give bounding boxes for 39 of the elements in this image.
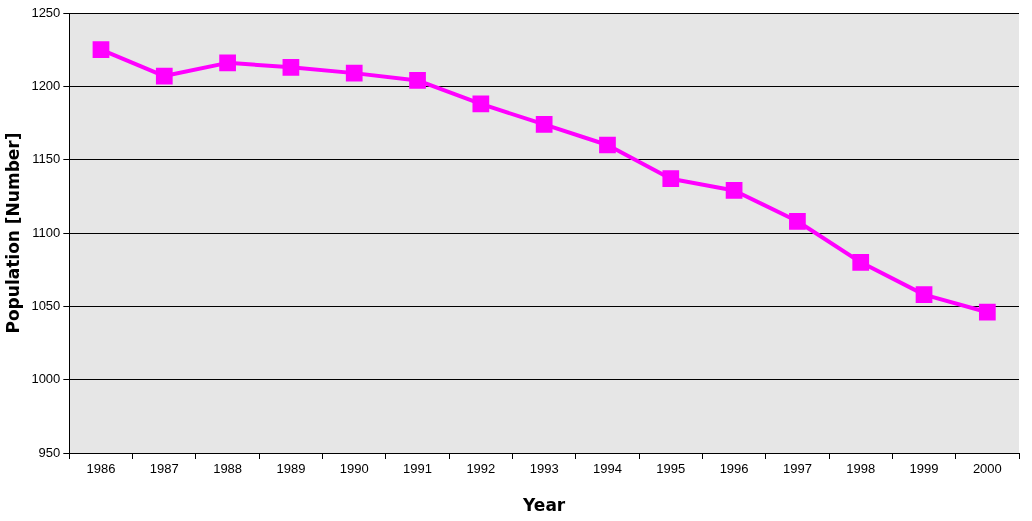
y-tick-label: 1000 xyxy=(31,371,61,387)
x-tick-label: 1991 xyxy=(403,461,432,477)
point xyxy=(725,182,743,199)
point xyxy=(915,286,933,303)
x-tick-label: 1998 xyxy=(846,461,876,477)
x-tick-label: 1997 xyxy=(782,461,812,477)
point xyxy=(662,170,680,188)
y-tick-label: 1050 xyxy=(31,297,61,313)
point xyxy=(599,136,616,154)
x-tick-label: 2000 xyxy=(972,461,1002,477)
point xyxy=(789,212,806,230)
y-tick-label: 1250 xyxy=(31,4,61,20)
y-tick-label: 1100 xyxy=(32,224,61,240)
point xyxy=(219,54,236,72)
x-tick-label: 1992 xyxy=(466,461,496,477)
y-tick-label: 1200 xyxy=(31,77,61,93)
y-tick-label: 950 xyxy=(38,444,61,460)
x-tick-label: 1996 xyxy=(719,461,749,477)
x-tick-label: 1995 xyxy=(656,461,686,477)
x-tick-label: 1993 xyxy=(529,461,559,477)
point xyxy=(472,95,490,113)
x-tick-label: 1986 xyxy=(86,461,116,477)
x-tick-label: 1988 xyxy=(213,461,243,477)
x-tick-label: 1989 xyxy=(276,461,306,477)
point xyxy=(535,116,553,133)
x-tick-label: 1999 xyxy=(909,461,939,477)
y-axis-title: Population [Number] xyxy=(2,132,23,334)
x-tick-label: 1994 xyxy=(593,461,622,477)
point xyxy=(282,58,300,76)
y-tick-label: 1150 xyxy=(32,151,61,167)
x-tick-label: 1987 xyxy=(149,461,179,477)
x-axis-title: Year xyxy=(522,495,566,516)
point xyxy=(155,67,173,85)
point xyxy=(92,41,110,59)
point xyxy=(409,72,426,89)
point xyxy=(345,64,363,82)
point xyxy=(852,253,870,271)
point xyxy=(978,303,996,321)
x-tick-label: 1990 xyxy=(339,461,369,477)
